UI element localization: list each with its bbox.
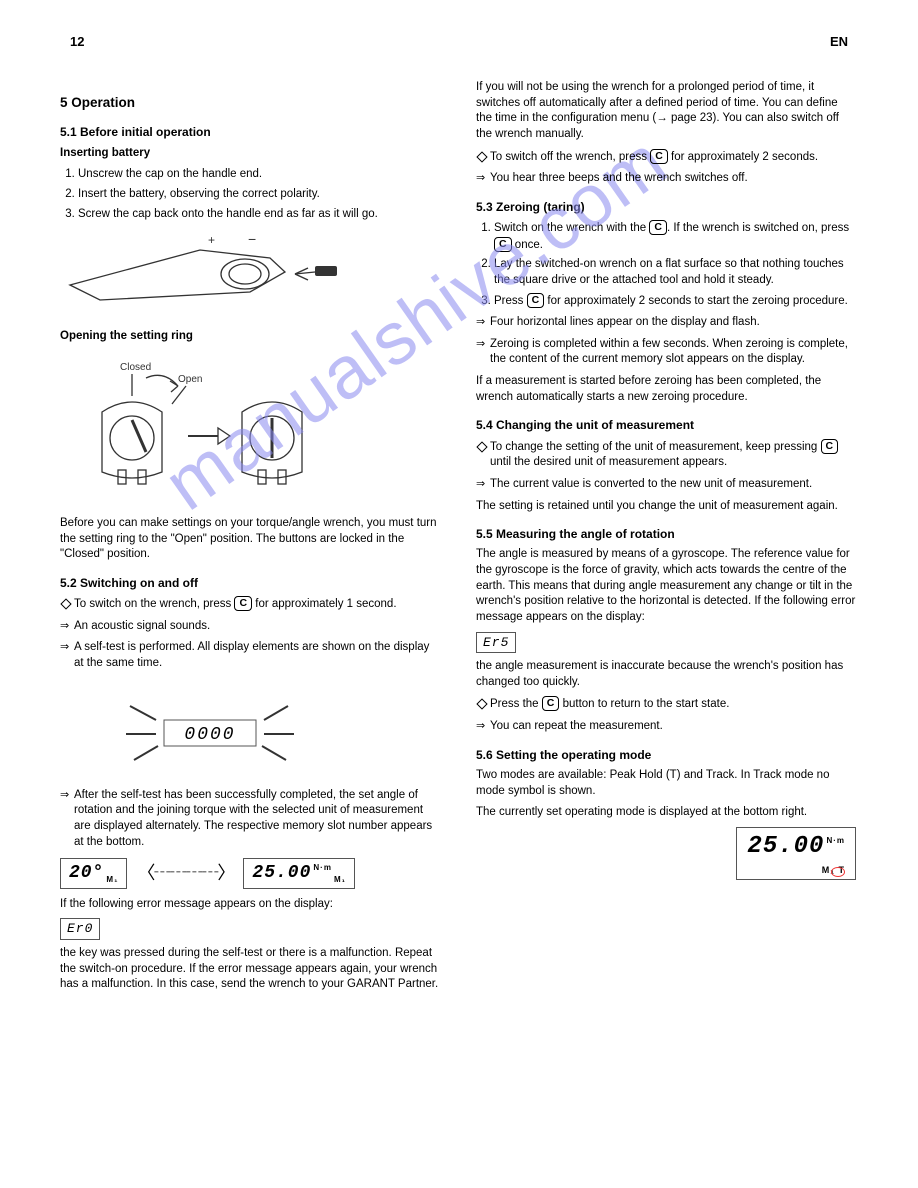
z-r1: Four horizontal lines appear on the disp… [476, 315, 856, 331]
batt-step3: Screw the cap back onto the handle end a… [78, 207, 440, 223]
on-res2: A self-test is performed. All display el… [60, 640, 440, 671]
fig-ring: Closed Open [60, 352, 440, 508]
a-r1: You can repeat the measurement. [476, 719, 856, 735]
a-s1a: Press the [490, 698, 539, 710]
z-s1a: Switch on the wrench with the [494, 222, 646, 234]
svg-text:+: + [208, 233, 215, 247]
h-angle: 5.5 Measuring the angle of rotation [476, 526, 856, 542]
svg-text:−: − [248, 231, 256, 247]
lcd-er0: Er0 [60, 918, 100, 940]
key-c-icon: C [494, 237, 512, 252]
u-note: The setting is retained until you change… [476, 499, 856, 515]
svg-text:0000: 0000 [184, 725, 235, 745]
batt-step1: Unscrew the cap on the handle end. [78, 167, 440, 183]
h-before: 5.1 Before initial operation [60, 124, 440, 140]
a-p1: The angle is measured by means of a gyro… [476, 547, 856, 625]
a-p2: the angle measurement is inaccurate beca… [476, 659, 856, 690]
autooff-intro: If you will not be using the wrench for … [476, 80, 856, 143]
z-note: If a measurement is started before zeroi… [476, 374, 856, 405]
h-zero: 5.3 Zeroing (taring) [476, 199, 856, 215]
on-step-b: for approximately 1 second. [255, 598, 396, 610]
h-batt: Inserting battery [60, 147, 150, 159]
z-s1b: . If the wrench is switched on, press [667, 222, 849, 234]
key-c-icon: C [821, 439, 839, 454]
on-res3: After the self-test has been successfull… [60, 788, 440, 851]
h-mode: 5.6 Setting the operating mode [476, 747, 856, 763]
batt-step2: Insert the battery, observing the correc… [78, 187, 440, 203]
a-s1b: button to return to the start state. [563, 698, 730, 710]
highlight-circle-icon [831, 867, 845, 877]
h-onoff: 5.2 Switching on and off [60, 575, 440, 591]
key-c-icon: C [649, 220, 667, 235]
m-p1: Two modes are available: Peak Hold (T) a… [476, 768, 856, 799]
svg-text:Closed: Closed [120, 362, 151, 373]
fig-alternating: 20°M₁ 〈┄┄┄┄〉 25.00N·mM₁ [60, 858, 420, 888]
u-r1: The current value is converted to the ne… [476, 477, 856, 493]
svg-text:Open: Open [178, 374, 202, 385]
key-c-icon: C [234, 596, 252, 611]
key-c-icon: C [650, 149, 668, 164]
page-number: 12 [70, 34, 84, 49]
z-s3a: Press [494, 295, 523, 307]
key-c-icon: C [527, 293, 545, 308]
err-body: the key was pressed during the self-test… [60, 946, 440, 993]
err-intro: If the following error message appears o… [60, 897, 440, 913]
z-s3b: for approximately 2 seconds to start the… [547, 295, 847, 307]
z-r2: Zeroing is completed within a few second… [476, 337, 856, 368]
h-unit: 5.4 Changing the unit of measurement [476, 417, 856, 433]
z-s2: Lay the switched-on wrench on a flat sur… [494, 257, 856, 288]
z-s1c: once. [515, 239, 543, 251]
fig-self-test: 0000 [60, 680, 340, 780]
language-tab: EN [830, 34, 848, 49]
ring-illustration: Closed Open [60, 352, 360, 502]
key-c-icon: C [542, 696, 560, 711]
on-res1: An acoustic signal sounds. [60, 619, 440, 635]
u-s1b: until the desired unit of measurement ap… [490, 456, 727, 468]
fig-battery: + − [60, 230, 440, 321]
h-operation: 5 Operation [60, 94, 440, 112]
left-column: 5 Operation 5.1 Before initial operation… [60, 80, 440, 999]
battery-illustration: + − [60, 230, 360, 315]
u-s1a: To change the setting of the unit of mea… [490, 441, 817, 453]
manual-page: manualshive.com 12 EN 5 Operation 5.1 Be… [0, 0, 918, 1188]
lcd-er5: Er5 [476, 632, 516, 654]
ring-text: Before you can make settings on your tor… [60, 516, 440, 563]
m-p2: The currently set operating mode is disp… [476, 805, 856, 821]
h-ring: Opening the setting ring [60, 330, 193, 342]
ao-step-b: for approximately 2 seconds. [671, 151, 818, 163]
right-column: If you will not be using the wrench for … [476, 80, 856, 999]
on-step: To switch on the wrench, press [74, 598, 231, 610]
lcd-mode: 25.00N·mM₁ T [736, 827, 856, 880]
ao-res: You hear three beeps and the wrench swit… [476, 171, 856, 187]
ao-step-a: To switch off the wrench, press [490, 151, 647, 163]
